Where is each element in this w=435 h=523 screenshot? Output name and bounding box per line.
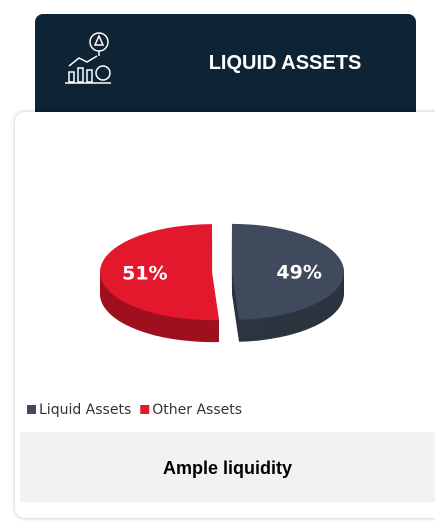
chart: 49% 51% Liquid Assets Other Assets [27, 223, 344, 418]
footer: Ample liquidity [20, 432, 435, 502]
icon [65, 32, 111, 84]
legend-label: Liquid Assets [39, 402, 131, 418]
value-label: 49% [276, 262, 321, 284]
header: LIQUID ASSETS [35, 14, 416, 122]
slice [231, 223, 344, 320]
legend-swatch [27, 405, 36, 414]
footer-text: Ample liquidity [162, 458, 292, 478]
legend-label: Other Assets [152, 402, 242, 418]
header-title: LIQUID ASSETS [208, 52, 362, 74]
value-label: 51% [122, 262, 167, 284]
legend-swatch [140, 405, 150, 414]
slice [100, 224, 220, 321]
